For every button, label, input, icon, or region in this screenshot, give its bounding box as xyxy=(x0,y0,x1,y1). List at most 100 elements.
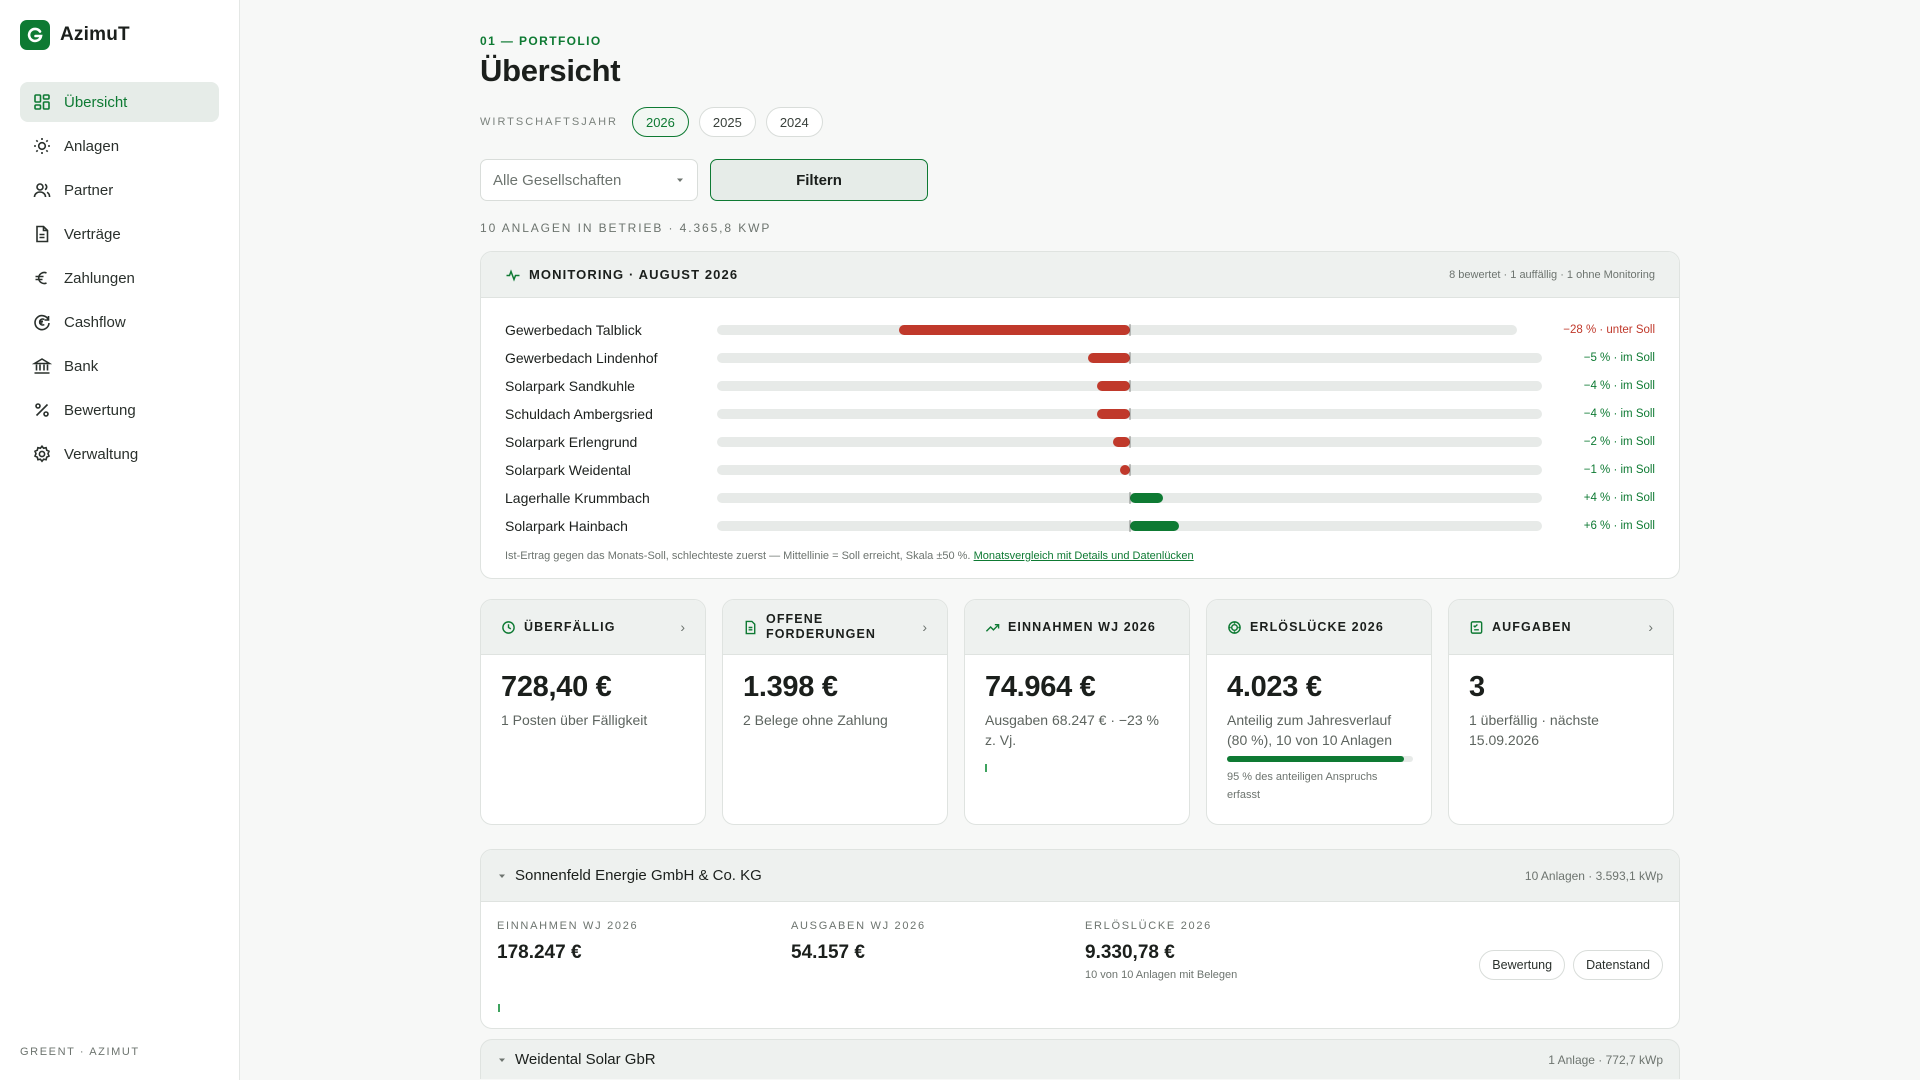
monitoring-row[interactable]: Schuldach Ambergsried −4 % · im Soll xyxy=(505,400,1655,428)
brand-logo-icon xyxy=(20,20,50,50)
sidebar-item-bank[interactable]: Bank xyxy=(20,346,219,386)
sidebar-item-cashflow[interactable]: Cashflow xyxy=(20,302,219,342)
company-toggle[interactable]: Weidental Solar GbR xyxy=(497,1051,656,1068)
caret-down-icon xyxy=(677,178,683,182)
data-status-button[interactable]: Datenstand xyxy=(1573,950,1663,980)
company-body: EINNAHMEN WJ 2026 178.247 € AUSGABEN WJ … xyxy=(481,902,1679,1028)
monitoring-row[interactable]: Lagerhalle Krummbach +4 % · im Soll xyxy=(505,484,1655,512)
monitoring-note: Ist-Ertrag gegen das Monats-Soll, schlec… xyxy=(505,550,1655,562)
kpi-head: ÜBERFÄLLIG › xyxy=(481,600,705,655)
bank-icon xyxy=(32,358,52,374)
deviation-bar xyxy=(1113,437,1130,447)
monitoring-list: Gewerbedach Talblick −28 % · unter Soll Ge… xyxy=(505,316,1655,540)
monitoring-header: MONITORING · AUGUST 2026 8 bewertet · 1 … xyxy=(481,252,1679,298)
deviation-label: −4 % · im Soll xyxy=(1583,408,1655,420)
year-label: WIRTSCHAFTSJAHR xyxy=(480,116,618,128)
deviation-bar xyxy=(1096,409,1130,419)
chevron-right-icon: › xyxy=(922,619,927,635)
deviation-track xyxy=(717,380,1542,392)
kpi-card-overdue[interactable]: ÜBERFÄLLIG › 728,40 € 1 Posten über Fäll… xyxy=(480,599,706,825)
kpi-cards: ÜBERFÄLLIG › 728,40 € 1 Posten über Fäll… xyxy=(480,599,1680,825)
company-select[interactable]: Alle Gesellschaften xyxy=(480,159,698,201)
target-midline xyxy=(1128,520,1131,532)
monitoring-stats: 8 bewertet · 1 auffällig · 1 ohne Monito… xyxy=(1449,268,1655,281)
sidebar-item-label: Cashflow xyxy=(64,313,126,331)
deviation-track xyxy=(717,436,1542,448)
expense-label: AUSGABEN WJ 2026 xyxy=(791,920,926,932)
deviation-track xyxy=(717,324,1517,336)
deviation-label: −5 % · im Soll xyxy=(1583,352,1655,364)
chevron-down-icon xyxy=(499,1058,505,1062)
sidebar-item-bewertung[interactable]: Bewertung xyxy=(20,390,219,430)
kpi-title: AUFGABEN xyxy=(1492,619,1572,634)
sidebar-item-verwaltung[interactable]: Verwaltung xyxy=(20,434,219,474)
chevron-right-icon: › xyxy=(680,619,685,635)
company-sparkline xyxy=(498,1004,502,1012)
valuation-button[interactable]: Bewertung xyxy=(1479,950,1566,980)
brand[interactable]: AzimuT xyxy=(20,20,219,50)
year-chip-2026[interactable]: 2026 xyxy=(631,107,689,137)
percent-icon xyxy=(35,403,49,417)
kpi-card-tasks[interactable]: AUFGABEN › 3 1 überfällig · nächste 15.0… xyxy=(1448,599,1674,825)
deviation-label: −4 % · im Soll xyxy=(1583,380,1655,392)
portfolio-summary: 10 ANLAGEN IN BETRIEB · 4.365,8 KWP xyxy=(480,221,772,235)
kpi-card-revenue-gap[interactable]: ERLÖSLÜCKE 2026 4.023 € Anteilig zum Jah… xyxy=(1206,599,1432,825)
section-eyebrow: 01 — PORTFOLIO xyxy=(480,34,602,48)
chevron-down-icon xyxy=(499,874,505,878)
year-chip-2024[interactable]: 2024 xyxy=(765,107,823,137)
company-select-value: Alle Gesellschaften xyxy=(493,171,622,189)
checklist-icon xyxy=(1470,620,1483,634)
monitoring-row[interactable]: Solarpark Erlengrund −2 % · im Soll xyxy=(505,428,1655,456)
kpi-note: 95 % des anteiligen Anspruchs erfasst xyxy=(1227,771,1378,801)
company-revenue-gap: ERLÖSLÜCKE 2026 9.330,78 € 10 von 10 Anl… xyxy=(1085,920,1379,1014)
kpi-subtext: Ausgaben 68.247 € · −23 % z. Vj. xyxy=(985,712,1159,748)
kpi-title: ERLÖSLÜCKE 2026 xyxy=(1250,619,1384,634)
company-meta: 10 Anlagen · 3.593,1 kWp xyxy=(1524,868,1663,883)
deviation-bar xyxy=(1129,493,1163,503)
clock-icon xyxy=(502,620,515,634)
document-icon xyxy=(745,620,756,634)
monitoring-row[interactable]: Gewerbedach Lindenhof −5 % · im Soll xyxy=(505,344,1655,372)
sidebar-item-label: Übersicht xyxy=(64,93,128,111)
monitoring-details-link[interactable]: Monatsvergleich mit Details und Datenlüc… xyxy=(973,550,1194,562)
plant-name: Gewerbedach Talblick xyxy=(505,322,642,338)
kpi-card-income[interactable]: EINNAHMEN WJ 2026 74.964 € Ausgaben 68.2… xyxy=(964,599,1190,825)
sidebar: AzimuT Übersicht Anlagen Partner Verträg… xyxy=(0,0,240,1080)
plant-name: Schuldach Ambergsried xyxy=(505,406,653,422)
company-expenses: AUSGABEN WJ 2026 54.157 € xyxy=(791,920,1085,1014)
deviation-label: −1 % · im Soll xyxy=(1583,464,1655,476)
kpi-subtext: 1 überfällig · nächste 15.09.2026 xyxy=(1469,712,1599,748)
deviation-label: +6 % · im Soll xyxy=(1583,520,1655,532)
plant-name: Solarpark Hainbach xyxy=(505,518,628,534)
monitoring-note-text: Ist-Ertrag gegen das Monats-Soll, schlec… xyxy=(505,550,971,562)
year-chip-2025[interactable]: 2025 xyxy=(698,107,756,137)
sidebar-item-anlagen[interactable]: Anlagen xyxy=(20,126,219,166)
target-icon xyxy=(1228,620,1241,634)
sidebar-item-vertraege[interactable]: Verträge xyxy=(20,214,219,254)
deviation-bar xyxy=(1129,521,1179,531)
euro-icon xyxy=(35,271,47,285)
monitoring-row[interactable]: Solarpark Sandkuhle −4 % · im Soll xyxy=(505,372,1655,400)
monitoring-row[interactable]: Solarpark Hainbach +6 % · im Soll xyxy=(505,512,1655,540)
sidebar-item-label: Verträge xyxy=(64,225,121,243)
company-meta: 1 Anlage · 772,7 kWp xyxy=(1548,1052,1663,1067)
sidebar-item-zahlungen[interactable]: Zahlungen xyxy=(20,258,219,298)
kpi-value: 74.964 € xyxy=(985,671,1096,703)
sidebar-item-partner[interactable]: Partner xyxy=(20,170,219,210)
company-toggle[interactable]: Sonnenfeld Energie GmbH & Co. KG xyxy=(497,867,762,884)
monitoring-row[interactable]: Gewerbedach Talblick −28 % · unter Soll xyxy=(505,316,1655,344)
sidebar-item-label: Verwaltung xyxy=(64,445,139,463)
year-selector: WIRTSCHAFTSJAHR 2026 2025 2024 xyxy=(480,107,1680,137)
kpi-head: OFFENE FORDERUNGEN › xyxy=(723,600,947,655)
target-midline xyxy=(1128,436,1131,448)
company-income: EINNAHMEN WJ 2026 178.247 € xyxy=(497,920,791,1014)
income-label: EINNAHMEN WJ 2026 xyxy=(497,920,639,932)
kpi-card-open-receivables[interactable]: OFFENE FORDERUNGEN › 1.398 € 2 Belege oh… xyxy=(722,599,948,825)
filter-button[interactable]: Filtern xyxy=(710,159,928,201)
monitoring-row[interactable]: Solarpark Weidental −1 % · im Soll xyxy=(505,456,1655,484)
cashflow-icon xyxy=(34,314,50,331)
gap-subtext: 10 von 10 Anlagen mit Belegen xyxy=(1085,969,1238,981)
sidebar-item-uebersicht[interactable]: Übersicht xyxy=(20,82,219,122)
kpi-head: EINNAHMEN WJ 2026 xyxy=(965,600,1189,655)
